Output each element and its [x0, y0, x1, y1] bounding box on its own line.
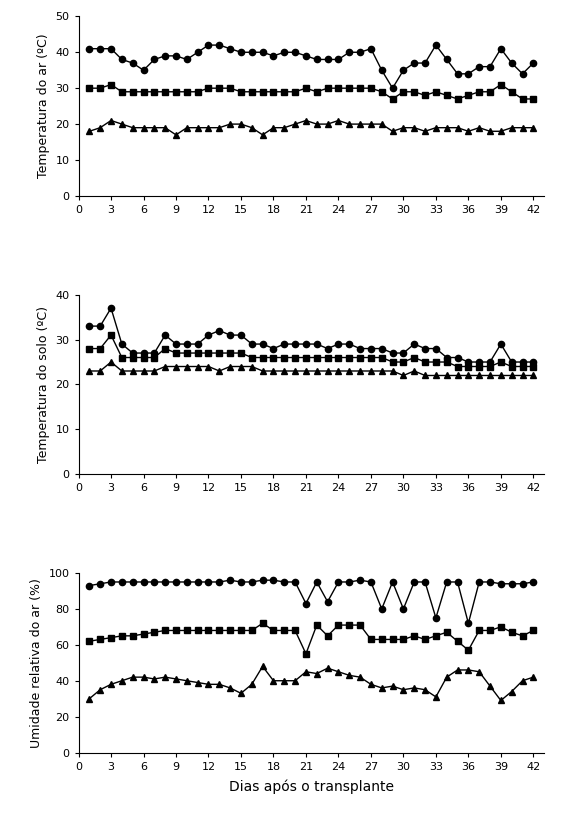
Y-axis label: Umidade relativa do ar (%): Umidade relativa do ar (%)	[30, 578, 43, 748]
X-axis label: Dias após o transplante: Dias após o transplante	[229, 780, 394, 794]
Y-axis label: Temperatura do ar (ºC): Temperatura do ar (ºC)	[37, 34, 50, 178]
Y-axis label: Temperatura do solo (ºC): Temperatura do solo (ºC)	[37, 306, 50, 463]
